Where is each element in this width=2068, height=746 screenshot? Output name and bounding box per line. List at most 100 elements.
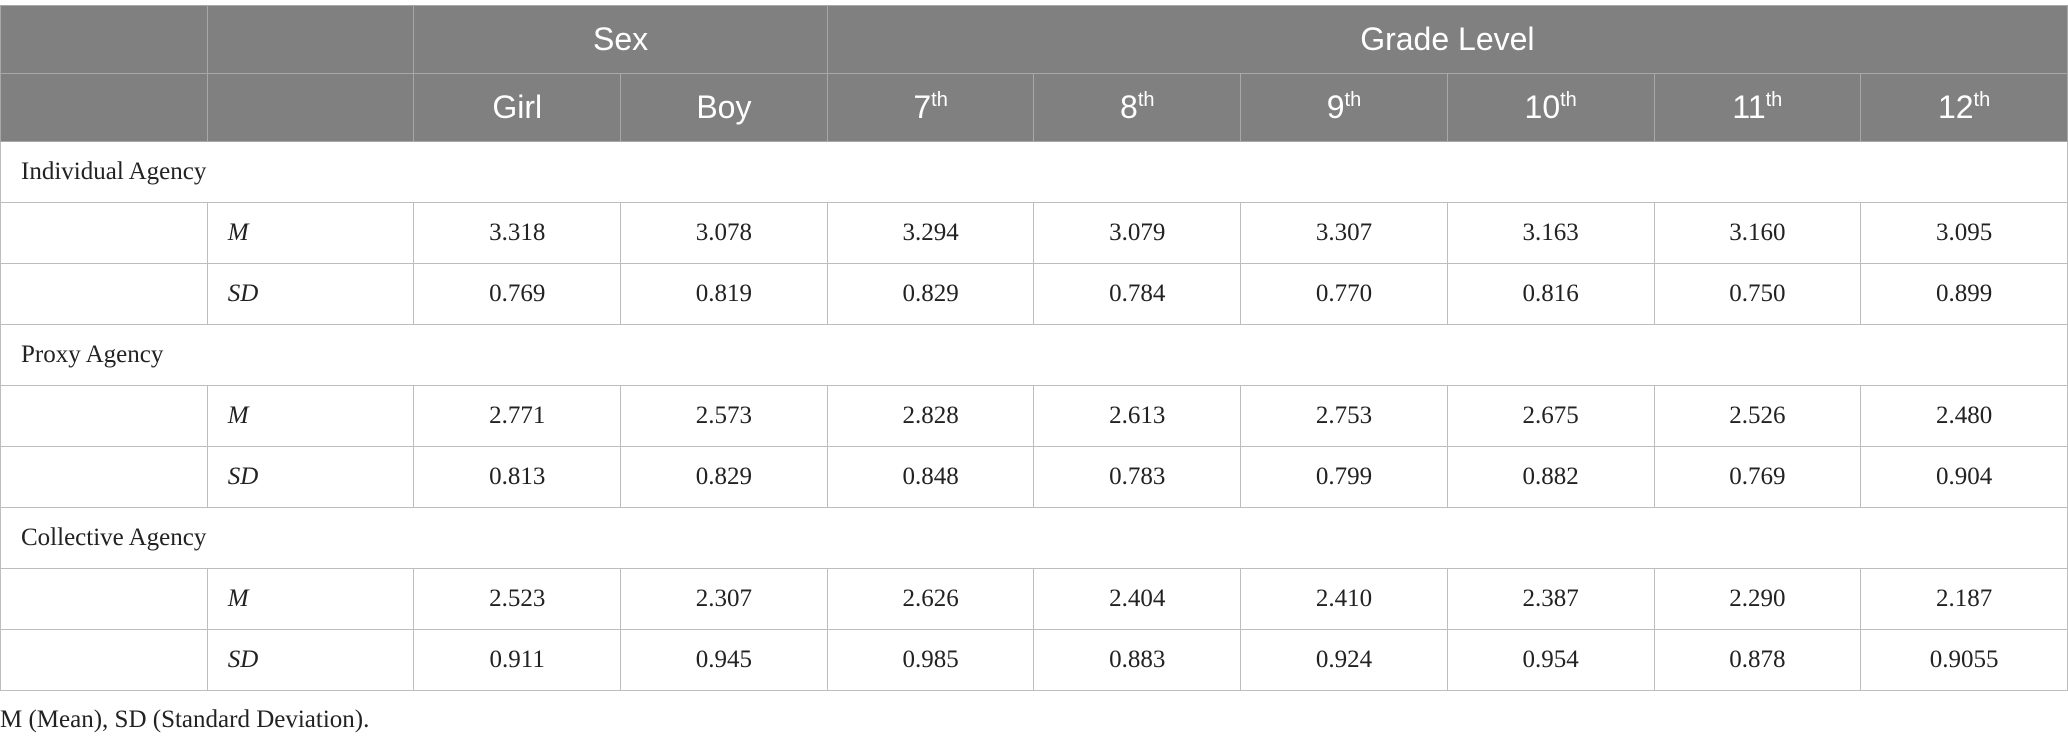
value-cell: 0.750 bbox=[1653, 263, 1862, 325]
value-cell: 3.078 bbox=[620, 202, 828, 264]
value-cell: 0.769 bbox=[413, 263, 622, 325]
value-cell: 3.163 bbox=[1446, 202, 1655, 264]
value-cell: 0.9055 bbox=[1860, 629, 2068, 691]
column-header: 12th bbox=[1860, 73, 2068, 142]
header-cell bbox=[0, 5, 208, 74]
value-cell: 0.883 bbox=[1033, 629, 1242, 691]
value-cell: 0.882 bbox=[1446, 446, 1655, 508]
column-suffix: th bbox=[931, 89, 948, 111]
column-header: 11th bbox=[1653, 73, 1862, 142]
column-header: Girl bbox=[413, 73, 622, 142]
value-cell: 0.848 bbox=[826, 446, 1035, 508]
column-header: Boy bbox=[620, 73, 828, 142]
value-cell: 0.799 bbox=[1240, 446, 1448, 508]
value-cell: 0.783 bbox=[1033, 446, 1242, 508]
value-cell: 2.404 bbox=[1033, 568, 1242, 630]
value-cell: 2.613 bbox=[1033, 385, 1242, 447]
stat-label: M bbox=[206, 202, 415, 264]
value-cell: 0.904 bbox=[1860, 446, 2068, 508]
column-header: 9th bbox=[1240, 73, 1448, 142]
column-header: 10th bbox=[1446, 73, 1655, 142]
value-cell: 0.878 bbox=[1653, 629, 1862, 691]
value-cell: 2.410 bbox=[1240, 568, 1448, 630]
value-cell: 0.829 bbox=[620, 446, 828, 508]
value-cell: 2.753 bbox=[1240, 385, 1448, 447]
data-row: SD 0.911 0.945 0.985 0.883 0.924 0.954 0.878 0.9… bbox=[0, 629, 2068, 691]
column-suffix: th bbox=[1560, 89, 1577, 111]
stat-label: SD bbox=[206, 446, 415, 508]
value-cell: 2.573 bbox=[620, 385, 828, 447]
value-cell: 0.784 bbox=[1033, 263, 1242, 325]
column-label: Girl bbox=[492, 89, 543, 125]
stat-label: M bbox=[206, 385, 415, 447]
value-cell: 0.829 bbox=[826, 263, 1035, 325]
data-row: M 2.523 2.307 2.626 2.404 2.410 2.387 2.290 2.18… bbox=[0, 568, 2068, 630]
section-row: Individual Agency bbox=[0, 141, 2068, 203]
section-name: Collective Agency bbox=[0, 507, 2068, 569]
value-cell: 0.985 bbox=[826, 629, 1035, 691]
section-row: Collective Agency bbox=[0, 507, 2068, 569]
value-cell: 3.160 bbox=[1653, 202, 1862, 264]
value-cell: 2.526 bbox=[1653, 385, 1862, 447]
value-cell: 2.523 bbox=[413, 568, 622, 630]
header-cell bbox=[206, 5, 415, 74]
data-row: SD 0.769 0.819 0.829 0.784 0.770 0.816 0.750 0.8… bbox=[0, 263, 2068, 325]
group-header: Grade Level bbox=[826, 5, 2068, 74]
column-label: 7 bbox=[913, 89, 932, 125]
value-cell: 2.771 bbox=[413, 385, 622, 447]
stat-label: M bbox=[206, 568, 415, 630]
value-cell: 3.307 bbox=[1240, 202, 1448, 264]
data-row: SD 0.813 0.829 0.848 0.783 0.799 0.882 0.769 0.9… bbox=[0, 446, 2068, 508]
column-label: Boy bbox=[696, 89, 752, 125]
empty-cell bbox=[0, 446, 208, 508]
value-cell: 0.819 bbox=[620, 263, 828, 325]
value-cell: 0.816 bbox=[1446, 263, 1655, 325]
column-header: 8th bbox=[1033, 73, 1242, 142]
empty-cell bbox=[0, 202, 208, 264]
section-row: Proxy Agency bbox=[0, 324, 2068, 386]
column-label: 9 bbox=[1326, 89, 1345, 125]
value-cell: 2.480 bbox=[1860, 385, 2068, 447]
value-cell: 0.954 bbox=[1446, 629, 1655, 691]
empty-cell bbox=[0, 629, 208, 691]
value-cell: 2.187 bbox=[1860, 568, 2068, 630]
value-cell: 0.911 bbox=[413, 629, 622, 691]
value-cell: 0.924 bbox=[1240, 629, 1448, 691]
column-label: 10 bbox=[1524, 89, 1561, 125]
column-label: 12 bbox=[1937, 89, 1974, 125]
empty-cell bbox=[0, 568, 208, 630]
header-cell bbox=[0, 73, 208, 142]
data-row: M 2.771 2.573 2.828 2.613 2.753 2.675 2.526 2.48… bbox=[0, 385, 2068, 447]
column-label: 8 bbox=[1120, 89, 1138, 125]
group-header: Sex bbox=[413, 5, 828, 74]
column-suffix: th bbox=[1973, 89, 1991, 111]
value-cell: 2.387 bbox=[1446, 568, 1655, 630]
empty-cell bbox=[0, 385, 208, 447]
value-cell: 3.294 bbox=[826, 202, 1035, 264]
value-cell: 0.813 bbox=[413, 446, 622, 508]
value-cell: 2.828 bbox=[826, 385, 1035, 447]
value-cell: 0.899 bbox=[1860, 263, 2068, 325]
section-name: Proxy Agency bbox=[0, 324, 2068, 386]
value-cell: 3.318 bbox=[413, 202, 622, 264]
stat-label: SD bbox=[206, 263, 415, 325]
value-cell: 3.095 bbox=[1860, 202, 2068, 264]
value-cell: 2.290 bbox=[1653, 568, 1862, 630]
header-row: Sex Grade Level bbox=[0, 5, 2068, 74]
header-cell bbox=[206, 73, 415, 142]
column-suffix: th bbox=[1137, 89, 1155, 111]
column-suffix: th bbox=[1765, 89, 1783, 111]
header-row: Girl Boy 7th 8th 9th 10th 11th 12th bbox=[0, 73, 2068, 142]
value-cell: 0.770 bbox=[1240, 263, 1448, 325]
value-cell: 2.307 bbox=[620, 568, 828, 630]
empty-cell bbox=[0, 263, 208, 325]
stat-label: SD bbox=[206, 629, 415, 691]
footnote: M (Mean), SD (Standard Deviation). bbox=[0, 706, 370, 733]
section-name: Individual Agency bbox=[0, 141, 2068, 203]
column-suffix: th bbox=[1344, 89, 1362, 111]
data-row: M 3.318 3.078 3.294 3.079 3.307 3.163 3.160 3.09… bbox=[0, 202, 2068, 264]
value-cell: 0.945 bbox=[620, 629, 828, 691]
value-cell: 2.626 bbox=[826, 568, 1035, 630]
value-cell: 2.675 bbox=[1446, 385, 1655, 447]
